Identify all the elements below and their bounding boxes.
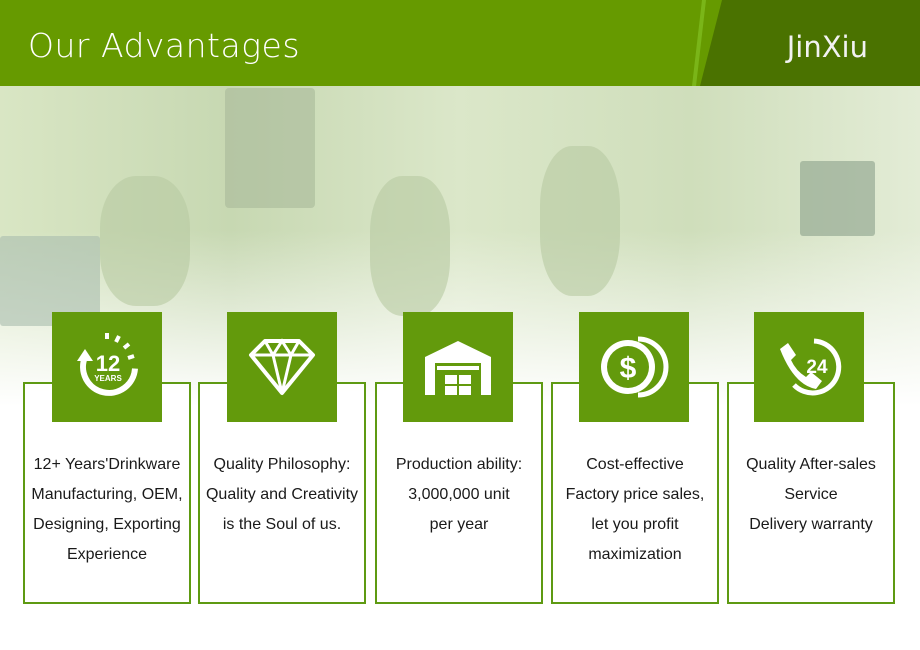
card-line: Service (784, 486, 838, 503)
card-line: is the Soul of us. (222, 516, 342, 533)
card-line: Quality and Creativity (205, 486, 359, 503)
card-line: Quality After-sales (746, 456, 876, 473)
card-text: Cost-effective Factory price sales, let … (553, 450, 717, 570)
header-banner: Our Advantages JinXiu (0, 0, 920, 86)
card-line: Delivery warranty (749, 516, 873, 533)
card-text: Quality Philosophy: Quality and Creativi… (200, 450, 364, 540)
card-text: Production ability: 3,000,000 unit per y… (377, 450, 541, 540)
card-line: maximization (588, 546, 682, 563)
card-line: per year (429, 516, 489, 533)
card-line: Experience (66, 546, 148, 563)
brand-panel (700, 0, 920, 86)
svg-text:$: $ (620, 352, 637, 385)
card-line: let you profit (591, 516, 679, 533)
card-text: Quality After-sales Service Delivery war… (729, 450, 893, 540)
brand-name: JinXiu (786, 30, 868, 64)
warehouse-icon (403, 312, 513, 422)
card-line: 12+ Years'Drinkware (33, 456, 181, 473)
diamond-icon (227, 312, 337, 422)
dollar-coin-icon: $ (579, 312, 689, 422)
card-line: Designing, Exporting (33, 516, 181, 533)
phone-24-icon: 24 (754, 312, 864, 422)
card-text: 12+ Years'Drinkware Manufacturing, OEM, … (25, 450, 189, 570)
svg-text:24: 24 (806, 357, 828, 378)
card-line: 3,000,000 unit (408, 486, 510, 503)
card-line: Manufacturing, OEM, (31, 486, 183, 503)
svg-text:YEARS: YEARS (94, 374, 122, 383)
card-line: Cost-effective (586, 456, 684, 473)
12-years-icon: 12 YEARS (52, 312, 162, 422)
card-line: Production ability: (395, 456, 523, 473)
card-line: Quality Philosophy: (213, 456, 351, 473)
card-line: Factory price sales, (565, 486, 705, 503)
page-title: Our Advantages (28, 26, 301, 65)
svg-text:12: 12 (96, 351, 120, 376)
